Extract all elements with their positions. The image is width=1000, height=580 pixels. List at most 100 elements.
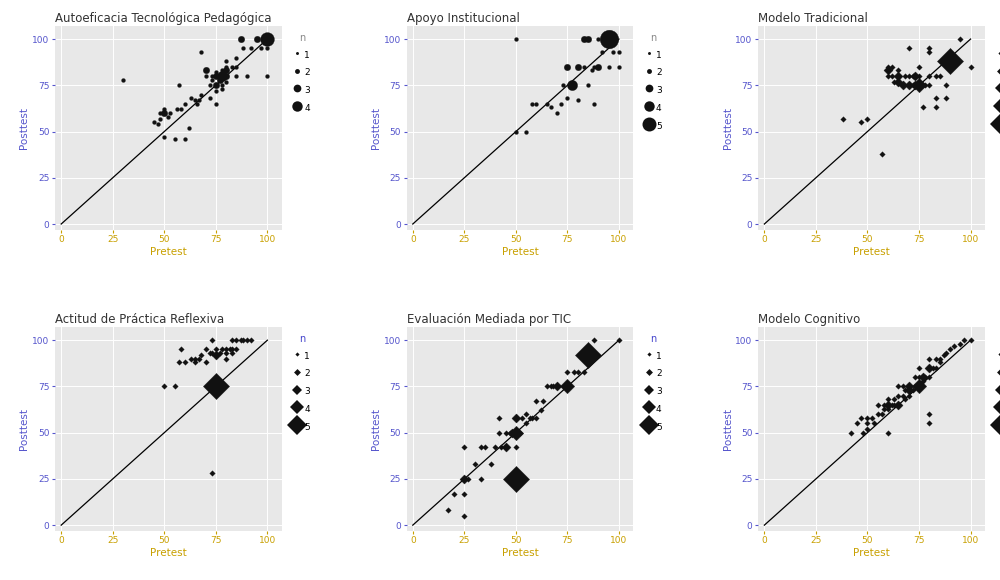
Point [901, 391, 917, 400]
Y-axis label: Posttest: Posttest [723, 107, 733, 149]
Point [259, 34, 275, 44]
Point [549, 382, 565, 391]
Point [508, 127, 524, 136]
Point [917, 372, 933, 382]
Point [533, 406, 549, 415]
Point [189, 99, 205, 108]
Point [874, 409, 890, 419]
Point [235, 44, 251, 53]
Point [446, 489, 462, 498]
Point [901, 71, 917, 81]
Point [921, 71, 937, 81]
Point [212, 349, 228, 358]
Point [115, 75, 131, 84]
Point [204, 71, 220, 81]
Y-axis label: Posttest: Posttest [371, 408, 381, 450]
Point [522, 413, 538, 422]
Point [152, 114, 168, 123]
Point [611, 336, 627, 345]
Point [911, 363, 927, 372]
Point [191, 354, 207, 363]
Point [580, 350, 596, 360]
Point [156, 105, 172, 114]
Point [239, 336, 255, 345]
Point [590, 62, 606, 71]
Point [173, 345, 189, 354]
Point [545, 382, 561, 391]
X-axis label: Pretest: Pretest [853, 548, 890, 558]
Point [218, 62, 234, 71]
Point [907, 372, 923, 382]
Point [952, 34, 968, 44]
Point [915, 372, 931, 382]
Point [218, 71, 234, 81]
Point [202, 81, 218, 90]
Point [156, 132, 172, 142]
Point [901, 44, 917, 53]
Point [173, 105, 189, 114]
Point [911, 62, 927, 71]
Point [204, 469, 220, 478]
X-axis label: Pretest: Pretest [150, 247, 187, 257]
Point [167, 135, 183, 144]
Point [911, 382, 927, 391]
Point [884, 62, 900, 71]
Y-axis label: Posttest: Posttest [723, 408, 733, 450]
Text: Autoeficacia Tecnológica Pedagógica: Autoeficacia Tecnológica Pedagógica [55, 12, 272, 25]
Point [543, 103, 559, 112]
Point [493, 443, 509, 452]
Point [456, 511, 472, 520]
Point [518, 409, 534, 419]
Point [253, 44, 269, 53]
Point [508, 474, 524, 484]
Point [570, 96, 586, 105]
Point [897, 386, 913, 395]
Text: Actitud de Práctica Reflexiva: Actitud de Práctica Reflexiva [55, 313, 224, 326]
Point [580, 34, 596, 44]
Point [905, 81, 921, 90]
Point [938, 81, 954, 90]
Point [859, 425, 875, 434]
Point [874, 149, 890, 158]
Point [187, 358, 203, 367]
Point [171, 358, 187, 367]
Point [895, 382, 911, 391]
Point [202, 349, 218, 358]
Point [580, 81, 596, 90]
Text: Evaluación Mediada por TIC: Evaluación Mediada por TIC [407, 313, 571, 326]
Point [855, 428, 871, 437]
Point [555, 81, 571, 90]
Point [897, 395, 913, 404]
Point [539, 382, 555, 391]
Legend: 1, 2, 3, 4, 5: 1, 2, 3, 4, 5 [994, 31, 1000, 135]
Point [477, 443, 493, 452]
Point [928, 71, 944, 81]
Point [928, 354, 944, 363]
Point [570, 367, 586, 376]
Point [584, 66, 600, 75]
Point [543, 382, 559, 391]
Point [440, 506, 456, 515]
Point [193, 350, 209, 360]
Point [921, 363, 937, 372]
Point [921, 48, 937, 57]
Point [932, 354, 948, 363]
Point [233, 336, 249, 345]
Point [487, 443, 503, 452]
Point [508, 428, 524, 437]
Point [601, 34, 617, 44]
Point [921, 372, 937, 382]
Point [259, 71, 275, 81]
Point [928, 93, 944, 103]
Point [456, 489, 472, 498]
Point [880, 404, 896, 414]
Point [559, 382, 575, 391]
Point [880, 71, 896, 81]
Point [605, 48, 621, 57]
Point [946, 341, 962, 350]
Point [938, 93, 954, 103]
Point [880, 66, 896, 75]
Point [214, 84, 230, 93]
Y-axis label: Posttest: Posttest [19, 107, 29, 149]
Point [586, 336, 602, 345]
